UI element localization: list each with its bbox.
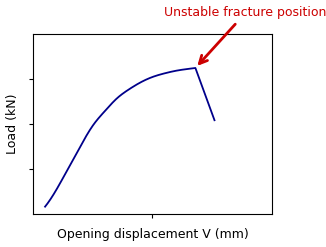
Text: Unstable fracture position: Unstable fracture position	[164, 6, 326, 64]
Y-axis label: Load (kN): Load (kN)	[6, 94, 19, 154]
X-axis label: Opening displacement V (mm): Opening displacement V (mm)	[57, 228, 248, 242]
